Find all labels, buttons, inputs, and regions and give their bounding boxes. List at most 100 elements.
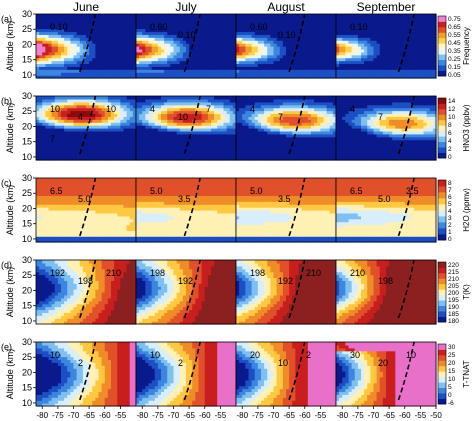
field-cell xyxy=(351,48,356,53)
field-cell xyxy=(92,46,96,50)
field-cell xyxy=(92,142,96,147)
field-cell xyxy=(239,43,243,47)
field-cell xyxy=(348,28,353,33)
field-cell xyxy=(79,63,84,67)
field-cell xyxy=(404,19,409,24)
field-cell xyxy=(198,66,203,70)
field-cell xyxy=(429,66,434,70)
field-cell xyxy=(251,43,256,47)
field-cell xyxy=(54,151,59,155)
field-cell xyxy=(64,113,68,117)
field-cell xyxy=(342,37,346,41)
field-cell xyxy=(111,125,115,129)
field-cell xyxy=(45,48,50,53)
field-cell xyxy=(101,110,106,115)
field-cell xyxy=(92,125,96,129)
field-cell xyxy=(142,63,146,67)
field-cell xyxy=(395,69,400,73)
field-cell xyxy=(242,19,246,24)
field-cell xyxy=(98,107,103,112)
field-cell xyxy=(339,51,343,56)
field-cell xyxy=(117,69,121,73)
field-cell xyxy=(104,130,109,135)
field-cell xyxy=(145,119,150,123)
field-cell xyxy=(67,14,71,18)
field-cell xyxy=(261,60,265,65)
field-cell xyxy=(414,75,418,79)
field-cell xyxy=(407,69,412,73)
field-cell xyxy=(136,60,140,65)
field-cell xyxy=(120,75,125,79)
field-cell xyxy=(267,14,271,18)
field-cell xyxy=(198,16,203,21)
field-cell xyxy=(432,22,437,27)
field-cell xyxy=(217,22,221,27)
field-cell xyxy=(248,63,253,67)
field-cell xyxy=(61,57,65,62)
field-cell xyxy=(292,48,296,53)
field-cell xyxy=(120,116,125,120)
field-cell xyxy=(229,37,234,41)
field-cell xyxy=(401,72,406,76)
field-cell xyxy=(157,51,162,56)
field-cell xyxy=(157,31,162,35)
field-cell xyxy=(111,57,115,62)
field-cell xyxy=(173,31,178,35)
field-cell xyxy=(432,54,437,59)
field-cell xyxy=(136,72,140,76)
field-cell xyxy=(120,54,125,59)
field-cell xyxy=(101,34,106,38)
field-cell xyxy=(120,14,125,18)
field-cell xyxy=(195,72,200,76)
field-cell xyxy=(423,54,428,59)
field-cell xyxy=(229,51,234,56)
field-cell xyxy=(76,130,81,135)
field-cell xyxy=(398,48,403,53)
field-cell xyxy=(139,46,143,50)
field-cell xyxy=(67,113,71,117)
field-cell xyxy=(345,28,350,33)
field-cell xyxy=(276,63,281,67)
field-cell xyxy=(357,57,362,62)
field-cell xyxy=(86,107,90,112)
field-cell xyxy=(92,28,96,33)
field-cell xyxy=(379,40,384,44)
field-cell xyxy=(45,157,50,161)
field-cell xyxy=(92,57,96,62)
field-cell xyxy=(145,16,150,21)
field-cell xyxy=(417,51,421,56)
field-cell xyxy=(126,142,131,147)
field-cell xyxy=(270,48,275,53)
field-cell xyxy=(104,101,109,106)
field-cell xyxy=(186,46,190,50)
field-cell xyxy=(89,136,93,141)
field-cell xyxy=(192,31,196,35)
field-cell xyxy=(73,107,78,112)
field-cell xyxy=(329,57,334,62)
field-cell xyxy=(304,69,309,73)
field-cell xyxy=(114,14,118,18)
field-cell xyxy=(114,128,118,132)
field-cell xyxy=(342,63,346,67)
field-cell xyxy=(161,37,165,41)
field-cell xyxy=(292,16,296,21)
field-cell xyxy=(320,16,325,21)
field-cell xyxy=(314,57,318,62)
field-cell xyxy=(107,148,112,152)
field-cell xyxy=(323,57,328,62)
field-cell xyxy=(64,122,68,126)
field-cell xyxy=(67,136,71,141)
field-cell xyxy=(223,46,228,50)
field-cell xyxy=(311,16,315,21)
field-cell xyxy=(120,66,125,70)
field-cell xyxy=(389,19,393,24)
field-cell xyxy=(157,69,162,73)
field-cell xyxy=(195,19,200,24)
field-cell xyxy=(226,31,231,35)
field-cell xyxy=(242,66,246,70)
field-cell xyxy=(132,48,137,53)
field-cell xyxy=(101,14,106,18)
field-cell xyxy=(51,51,56,56)
field-cell xyxy=(148,37,153,41)
field-cell xyxy=(86,75,90,79)
